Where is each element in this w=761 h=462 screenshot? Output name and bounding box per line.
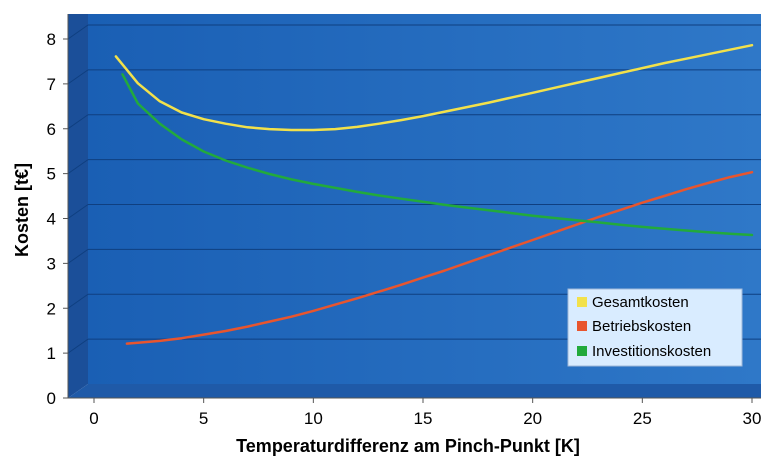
gridline-side [67,338,89,354]
series-line-investitionskosten [121,73,754,237]
y-tick-label: 0 [47,389,56,408]
legend-box [567,288,743,367]
legend-swatch-investitionskosten [577,346,587,356]
y-axis-title: Kosten [t€] [12,163,32,257]
y-tick-label: 3 [47,254,56,273]
x-tick-label: 10 [304,409,323,428]
y-tick-label: 7 [47,75,56,94]
y-tick-label: 6 [47,120,56,139]
gridline-side [67,114,89,130]
y-tick-label: 2 [47,299,56,318]
y-tick-label: 4 [47,210,56,229]
legend-item-betriebskosten: Betriebskosten [577,318,691,335]
x-tick-label: 20 [523,409,542,428]
legend-item-gesamtkosten: Gesamtkosten [577,294,689,311]
legend-label-betriebskosten: Betriebskosten [592,318,691,335]
legend-label-gesamtkosten: Gesamtkosten [592,294,689,311]
series-line-gesamtkosten [114,43,754,132]
gridline-side [67,248,89,264]
y-tick-label: 8 [47,30,56,49]
gridline-side [67,293,89,309]
floor [68,384,761,398]
gridline-side [67,159,89,175]
x-tick-label: 30 [743,409,761,428]
legend-label-investitionskosten: Investitionskosten [592,343,711,360]
y-tick-label: 1 [47,344,56,363]
x-axis-title: Temperaturdifferenz am Pinch-Punkt [K] [236,436,580,456]
x-tick-label: 15 [414,409,433,428]
gridline-side [67,24,89,40]
legend-item-investitionskosten: Investitionskosten [577,343,711,360]
x-tick-label: 0 [89,409,98,428]
legend-swatch-betriebskosten [577,321,587,331]
gridline-side [67,69,89,85]
x-tick-label: 25 [633,409,652,428]
side-wall [68,14,88,398]
gridline-side [67,204,89,219]
legend-swatch-gesamtkosten [577,297,587,307]
x-tick-label: 5 [199,409,208,428]
legend: Gesamtkosten Betriebskosten Investitions… [567,288,743,367]
y-tick-label: 5 [47,165,56,184]
series-line-betriebskosten [125,170,754,345]
